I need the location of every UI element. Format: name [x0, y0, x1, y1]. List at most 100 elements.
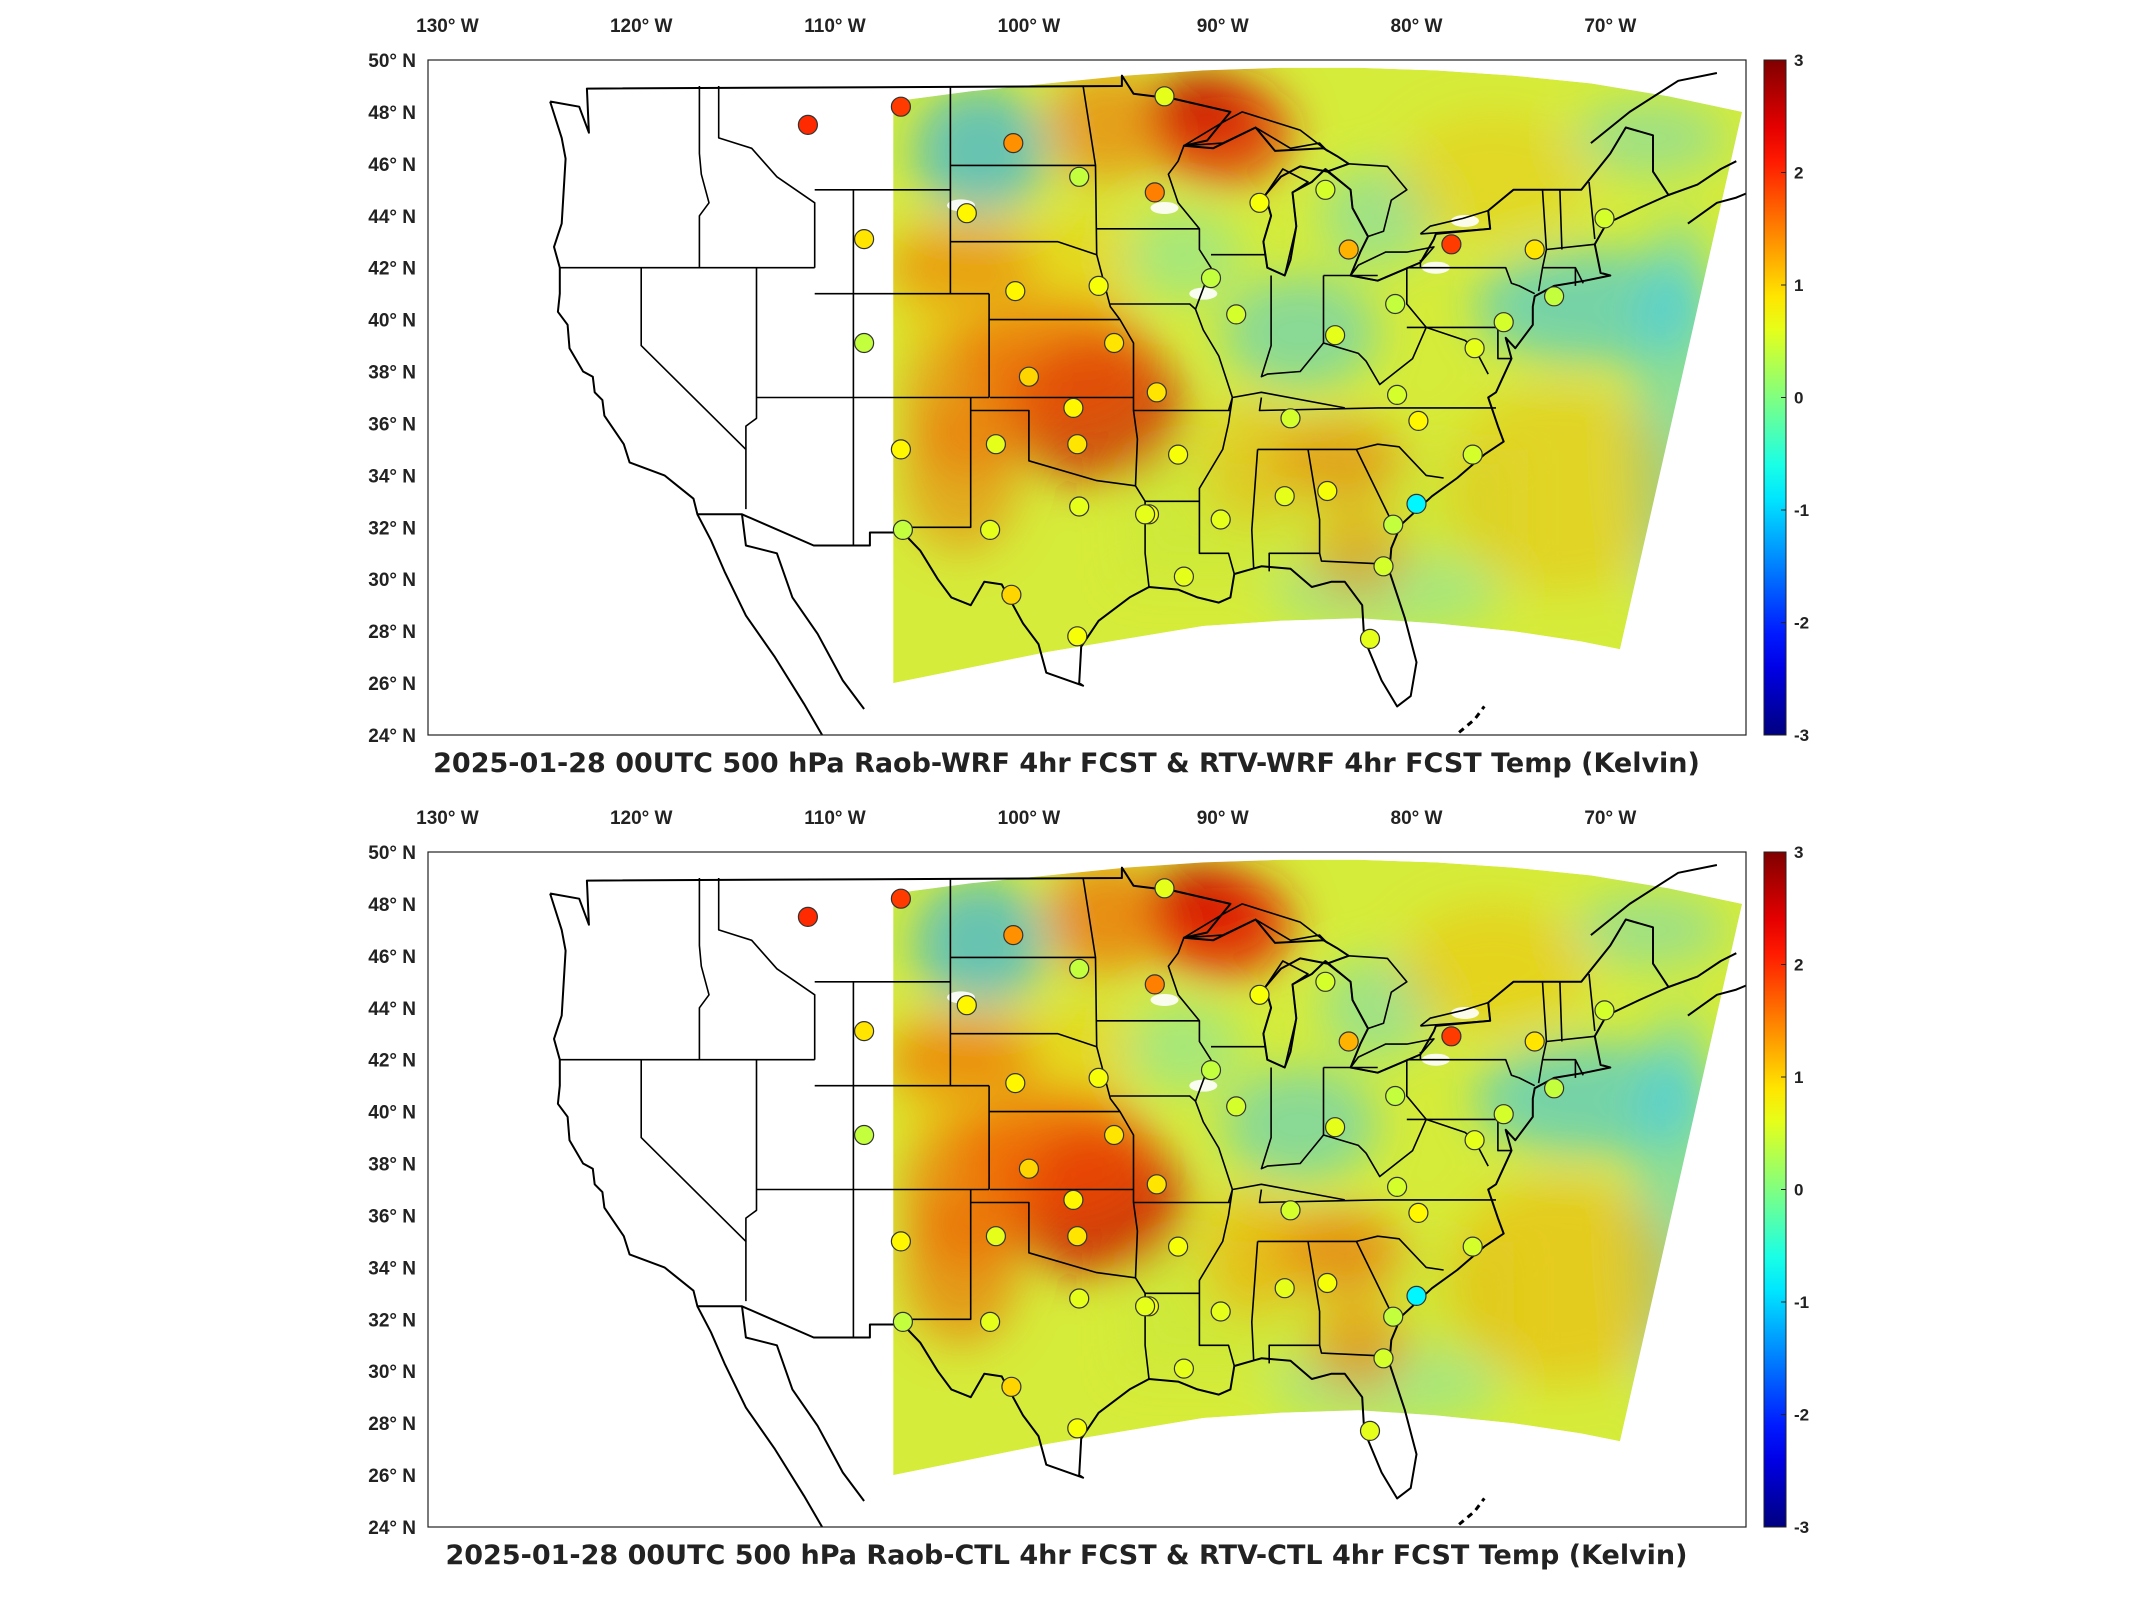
raob-station-marker	[1167, 444, 1189, 465]
raob-station-marker	[1338, 1031, 1359, 1052]
raob-station-marker	[1274, 1278, 1295, 1299]
raob-station-marker	[1317, 480, 1338, 502]
raob-station-marker	[1249, 192, 1270, 213]
raob-station-marker	[1249, 984, 1270, 1005]
longitude-tick-label: 90° W	[1197, 808, 1249, 829]
raob-station-marker	[1173, 566, 1195, 587]
raob-station-marker	[1315, 179, 1336, 200]
longitude-tick-label: 80° W	[1391, 16, 1443, 37]
raob-station-marker	[1200, 268, 1222, 289]
raob-station-marker	[979, 1311, 1001, 1333]
raob-station-marker	[797, 114, 819, 136]
latitude-tick-label: 44° N	[368, 207, 416, 228]
raob-station-marker	[1464, 1130, 1485, 1151]
longitude-tick-label: 130° W	[416, 808, 479, 829]
raob-station-marker	[1005, 1073, 1026, 1094]
longitude-tick-label: 90° W	[1197, 16, 1249, 37]
raob-station-marker	[1441, 1026, 1462, 1047]
raob-station-marker	[1524, 239, 1545, 260]
raob-station-marker	[1018, 366, 1040, 387]
raob-station-marker	[1406, 493, 1427, 514]
map-panel-2: 130° W 120° W 110° W 100° W 90° W 80° W 70° W 2…	[0, 790, 2133, 1600]
raob-station-marker	[1200, 1060, 1222, 1081]
raob-station-marker	[985, 1226, 1007, 1247]
raob-station-marker	[1441, 234, 1462, 255]
raob-station-marker	[1226, 1096, 1247, 1117]
colorbar-tick-label: -1	[1794, 1293, 1809, 1312]
raob-station-marker	[1226, 304, 1247, 325]
raob-station-marker	[956, 995, 977, 1016]
raob-station-marker	[1103, 332, 1125, 354]
latitude-tick-label: 50° N	[368, 843, 416, 864]
raob-station-marker	[1134, 504, 1156, 525]
raob-station-marker	[1103, 1124, 1125, 1146]
latitude-tick-label: 36° N	[368, 1207, 416, 1228]
raob-station-marker	[1088, 275, 1109, 296]
latitude-tick-label: 42° N	[368, 1051, 416, 1072]
raob-station-markers	[797, 86, 1615, 650]
latitude-tick-label: 28° N	[368, 622, 416, 643]
raob-station-marker	[890, 1231, 912, 1252]
colorbar-tick-label: 1	[1794, 276, 1803, 295]
raob-station-marker	[1280, 408, 1301, 429]
map-axes-frame	[427, 59, 1747, 736]
latitude-tick-label: 30° N	[368, 570, 416, 591]
raob-station-marker	[853, 1021, 875, 1042]
raob-station-marker	[1383, 514, 1404, 535]
latitude-tick-label: 32° N	[368, 1310, 416, 1331]
raob-station-marker	[1005, 281, 1026, 302]
raob-station-marker	[1464, 338, 1485, 359]
latitude-tick-label: 44° N	[368, 999, 416, 1020]
latitude-tick-label: 38° N	[368, 1155, 416, 1176]
map-figure-2: 130° W 120° W 110° W 100° W 90° W 80° W 70° W 2…	[368, 808, 1809, 1539]
raob-station-marker	[1543, 1078, 1565, 1099]
map-group: 130° W 120° W 110° W 100° W 90° W 80° W 70° W 2…	[368, 808, 1809, 1539]
raob-station-marker	[1408, 1202, 1429, 1223]
raob-station-marker	[1144, 182, 1165, 203]
raob-station-marker	[1210, 509, 1231, 530]
colorbar-tick-label: -3	[1794, 1518, 1809, 1537]
latitude-tick-label: 30° N	[368, 1362, 416, 1383]
raob-station-marker	[1274, 486, 1295, 507]
colorbar-tick-label: 3	[1794, 51, 1803, 70]
raob-station-marker	[1408, 410, 1429, 431]
raob-station-marker	[1067, 1418, 1088, 1439]
colorbar-tick-label: -2	[1794, 1406, 1809, 1425]
raob-station-marker	[1359, 1420, 1381, 1442]
raob-station-marker	[1315, 971, 1336, 992]
map-figure-1: 130° W 120° W 110° W 100° W 90° W 80° W 70° W 2…	[368, 16, 1809, 747]
raob-station-marker	[890, 96, 912, 117]
latitude-tick-label: 46° N	[368, 155, 416, 176]
raob-station-marker	[1069, 1288, 1090, 1309]
raob-station-marker	[1385, 293, 1406, 315]
raob-station-marker	[1543, 286, 1565, 307]
raob-station-marker	[1067, 1226, 1088, 1247]
raob-station-marker	[892, 519, 914, 541]
raob-station-marker	[1324, 1117, 1346, 1138]
longitude-tick-label: 70° W	[1584, 808, 1636, 829]
raob-station-marker	[853, 332, 875, 354]
longitude-tick-label: 120° W	[610, 16, 673, 37]
raob-station-marker	[1063, 1189, 1084, 1210]
coastline-and-borders	[549, 72, 1746, 735]
raob-station-marker	[1003, 925, 1024, 946]
raob-station-marker	[890, 439, 912, 460]
latitude-tick-label: 26° N	[368, 674, 416, 695]
raob-station-marker	[1493, 1104, 1514, 1125]
raob-station-marker	[1524, 1031, 1545, 1052]
latitude-tick-label: 26° N	[368, 1466, 416, 1487]
raob-station-marker	[1594, 1000, 1615, 1021]
latitude-tick-label: 42° N	[368, 259, 416, 280]
raob-station-marker	[853, 1124, 875, 1146]
raob-station-marker	[1373, 556, 1394, 577]
raob-station-marker	[1383, 1306, 1404, 1327]
raob-station-marker	[1167, 1236, 1189, 1257]
colorbar-tick-label: 0	[1794, 389, 1803, 408]
colorbar-tick-label: -2	[1794, 614, 1809, 633]
colorbar-tick-label: 0	[1794, 1181, 1803, 1200]
latitude-tick-label: 34° N	[368, 466, 416, 487]
latitude-tick-label: 24° N	[368, 726, 416, 747]
raob-station-marker	[1154, 878, 1175, 899]
colorbar-tick-label: 2	[1794, 956, 1803, 975]
raob-station-marker	[1373, 1348, 1394, 1369]
